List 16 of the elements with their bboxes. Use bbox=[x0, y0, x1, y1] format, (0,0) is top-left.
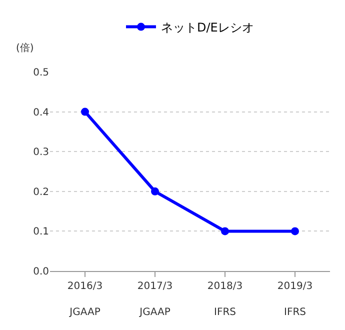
y-tick-label: 0.0 bbox=[33, 266, 49, 278]
y-axis-title: (倍) bbox=[16, 42, 34, 54]
category-label: 2016/3 JGAAP bbox=[67, 281, 103, 318]
y-tick-label: 0.3 bbox=[33, 147, 49, 158]
y-tick-label: 0.1 bbox=[33, 226, 49, 238]
y-tick-label: 0.5 bbox=[33, 68, 49, 78]
point bbox=[221, 227, 229, 236]
legend-label: ネットD/Eレシオ bbox=[161, 20, 254, 34]
point bbox=[81, 108, 89, 116]
y-tick-label: 0.2 bbox=[33, 186, 49, 198]
category-label: 2018/3 IFRS bbox=[207, 281, 243, 318]
category-label: 2019/3 IFRS bbox=[277, 281, 313, 318]
y-tick-label: 0.4 bbox=[33, 107, 49, 118]
point bbox=[291, 227, 299, 236]
point bbox=[151, 187, 159, 196]
category-label: 2017/3 JGAAP bbox=[137, 281, 173, 318]
